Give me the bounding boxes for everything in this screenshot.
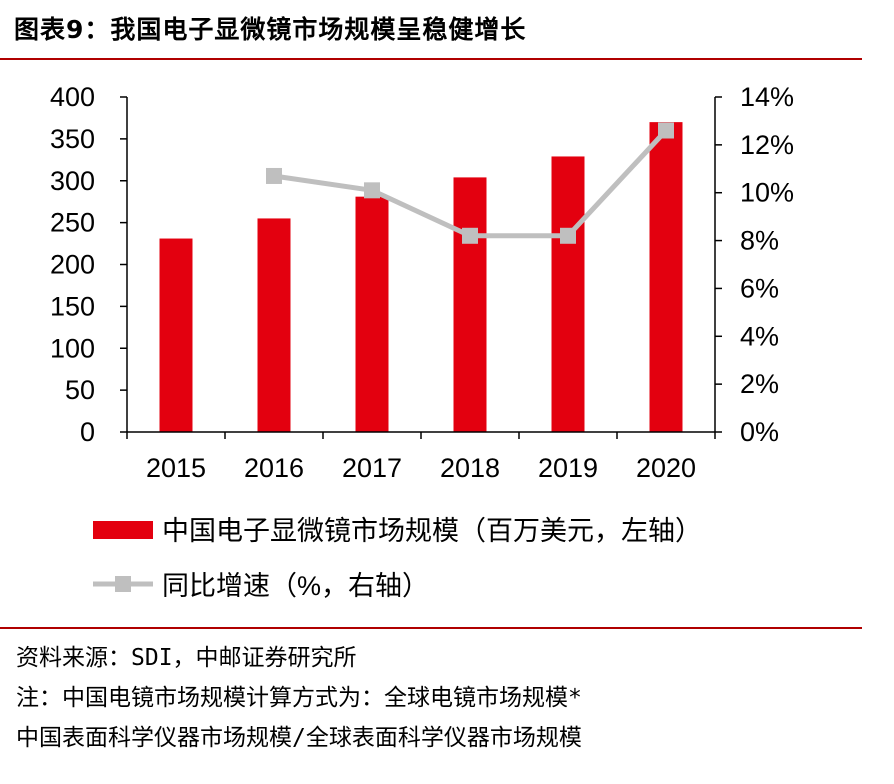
left-tick-label: 250 xyxy=(50,208,95,238)
right-tick-label: 0% xyxy=(740,417,779,447)
line-series xyxy=(266,122,674,244)
x-tick-label: 2017 xyxy=(342,453,402,483)
x-tick-label: 2019 xyxy=(538,453,598,483)
growth-point-2017 xyxy=(364,182,380,199)
right-tick-label: 2% xyxy=(740,369,779,399)
title-divider xyxy=(0,58,862,60)
legend: 中国电子显微镜市场规模（百万美元，左轴） 同比增速（%，右轴） xyxy=(93,516,702,601)
growth-point-2016 xyxy=(266,167,282,184)
left-tick-label: 300 xyxy=(50,166,95,196)
left-tick-label: 400 xyxy=(50,82,95,112)
chart: 0 50 100 150 200 250 300 350 400 0% 2% 4% 6% 8% 10% 12%… xyxy=(50,82,794,601)
right-tick-label: 10% xyxy=(740,178,794,208)
axes: 0 50 100 150 200 250 300 350 400 0% 2% 4% 6% 8% 10% 12%… xyxy=(50,82,794,483)
legend-line-label: 同比增速（%，右轴） xyxy=(162,571,429,601)
left-tick-label: 350 xyxy=(50,124,95,154)
bar-2015 xyxy=(159,238,193,432)
x-tick-label: 2015 xyxy=(146,453,206,483)
left-tick-label: 150 xyxy=(50,291,95,321)
bar-2018 xyxy=(453,177,487,432)
right-tick-label: 4% xyxy=(740,321,779,351)
bar-series xyxy=(159,122,683,432)
bar-2016 xyxy=(257,218,291,432)
x-tick-label: 2018 xyxy=(440,453,500,483)
chart-title: 图表9：我国电子显微镜市场规模呈稳健增长 xyxy=(14,15,527,44)
method-note-line-1: 注：中国电镜市场规模计算方式为：全球电镜市场规模* xyxy=(16,685,582,711)
x-tick-label: 2016 xyxy=(244,453,304,483)
left-tick-label: 0 xyxy=(80,417,95,447)
left-tick-label: 100 xyxy=(50,333,95,363)
growth-point-2019 xyxy=(560,227,576,244)
right-tick-label: 14% xyxy=(740,82,794,112)
left-tick-label: 200 xyxy=(50,250,95,280)
method-note-line-2: 中国表面科学仪器市场规模/全球表面科学仪器市场规模 xyxy=(16,725,582,751)
right-tick-label: 8% xyxy=(740,226,779,256)
legend-bar-swatch xyxy=(93,521,153,539)
right-tick-label: 6% xyxy=(740,273,779,303)
notes-divider xyxy=(0,627,862,629)
left-tick-label: 50 xyxy=(65,375,95,405)
growth-point-2020 xyxy=(658,122,674,139)
right-tick-label: 12% xyxy=(740,130,794,160)
x-tick-label: 2020 xyxy=(636,453,696,483)
bar-2020 xyxy=(649,122,683,432)
source-note: 资料来源：SDI，中邮证券研究所 xyxy=(16,645,357,671)
growth-point-2018 xyxy=(462,227,478,244)
bar-2017 xyxy=(355,196,389,432)
legend-line-marker xyxy=(115,576,131,592)
bar-2019 xyxy=(551,156,585,432)
legend-bar-label: 中国电子显微镜市场规模（百万美元，左轴） xyxy=(162,516,702,546)
